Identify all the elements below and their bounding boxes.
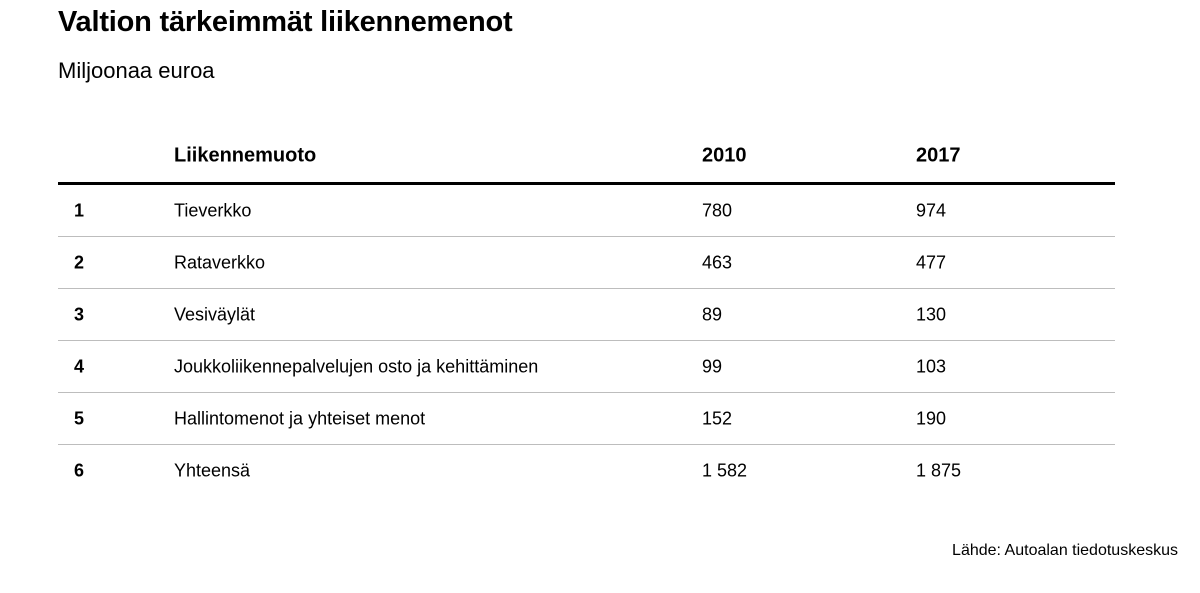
chart-title: Valtion tärkeimmät liikennemenot — [58, 6, 513, 38]
table-row: 6 Yhteensä 1 582 1 875 — [58, 445, 1115, 496]
row-rank: 1 — [74, 200, 85, 220]
row-value-2010: 463 — [702, 252, 733, 272]
row-rank: 3 — [74, 304, 85, 324]
column-header-2010: 2010 — [702, 144, 747, 167]
row-value-2010: 89 — [702, 304, 723, 324]
table-row: 5 Hallintomenot ja yhteiset menot 152 19… — [58, 393, 1115, 445]
row-rank: 2 — [74, 252, 85, 272]
data-table: Liikennemuoto 2010 2017 1 Tieverkko 780 … — [58, 130, 1115, 496]
row-name: Tieverkko — [174, 200, 252, 220]
table-row: 1 Tieverkko 780 974 — [58, 185, 1115, 237]
table-row: 4 Joukkoliikennepalvelujen osto ja kehit… — [58, 341, 1115, 393]
row-rank: 6 — [74, 460, 85, 480]
row-value-2017: 190 — [916, 408, 947, 428]
table-header-row: Liikennemuoto 2010 2017 — [58, 130, 1115, 185]
row-value-2010: 152 — [702, 408, 733, 428]
row-value-2010: 1 582 — [702, 460, 748, 480]
row-name: Joukkoliikennepalvelujen osto ja kehittä… — [174, 356, 539, 376]
column-header-liikennemuoto: Liikennemuoto — [174, 144, 317, 167]
row-value-2010: 780 — [702, 200, 733, 220]
row-name: Vesiväylät — [174, 304, 256, 324]
row-value-2017: 974 — [916, 200, 947, 220]
row-value-2017: 1 875 — [916, 460, 962, 480]
row-value-2017: 130 — [916, 304, 947, 324]
row-value-2017: 103 — [916, 356, 947, 376]
row-name: Hallintomenot ja yhteiset menot — [174, 408, 426, 428]
row-value-2017: 477 — [916, 252, 947, 272]
chart-subtitle: Miljoonaa euroa — [58, 58, 215, 83]
table-row: 3 Vesiväylät 89 130 — [58, 289, 1115, 341]
row-name: Yhteensä — [174, 460, 251, 480]
row-value-2010: 99 — [702, 356, 723, 376]
row-rank: 5 — [74, 408, 85, 428]
column-header-2017: 2017 — [916, 144, 961, 167]
row-name: Rataverkko — [174, 252, 266, 272]
source-note: Lähde: Autoalan tiedotuskeskus — [952, 542, 1178, 559]
table-row: 2 Rataverkko 463 477 — [58, 237, 1115, 289]
row-rank: 4 — [74, 356, 85, 376]
